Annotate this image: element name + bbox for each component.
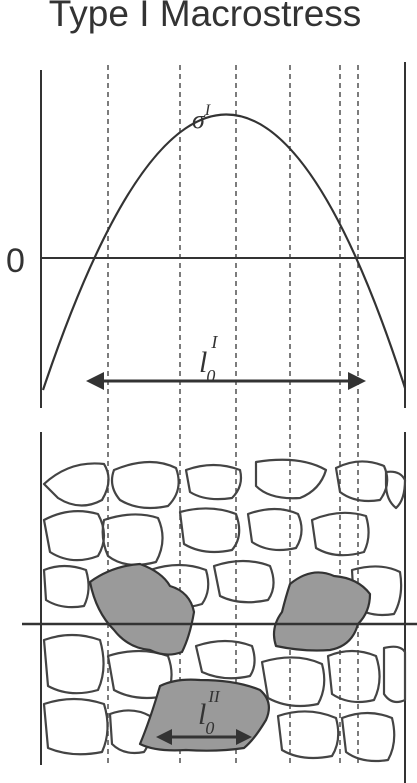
grain-microstructure [42, 458, 407, 763]
shaded-grain-right [272, 571, 372, 652]
stress-symbol: σI [192, 102, 211, 134]
micro-length-label: l0II [198, 687, 221, 738]
macro-length-arrow [86, 372, 366, 390]
macro-length-label: l0I [199, 332, 218, 386]
shaded-grain-left [88, 562, 196, 656]
stress-curve [41, 113, 407, 391]
zero-label: 0 [6, 242, 25, 280]
diagram-title: Type I Macrostress [49, 0, 362, 34]
micro-length-arrow [156, 729, 252, 745]
